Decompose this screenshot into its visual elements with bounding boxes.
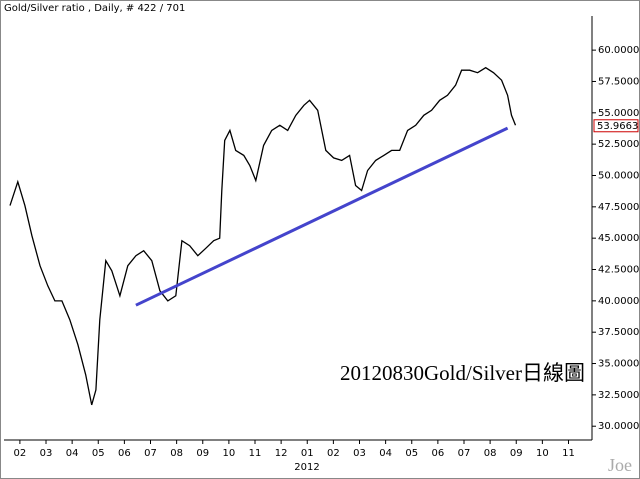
x-tick-label: 05 [92,448,105,459]
x-tick-label: 10 [223,448,236,459]
y-tick-label: 47.5000 [598,202,639,213]
y-tick-label: 37.5000 [598,327,639,338]
y-tick-label: 55.0000 [598,108,639,119]
x-tick-label: 04 [379,448,392,459]
y-tick-label: 60.0000 [598,45,639,56]
price-line [9,66,517,406]
y-tick-label: 50.0000 [598,170,639,181]
y-tick-label: 45.0000 [598,233,639,244]
trend-line [135,126,509,307]
x-tick-label: 09 [510,448,523,459]
x-tick-label: 11 [562,448,575,459]
y-tick-label: 42.5000 [598,265,639,276]
x-tick-label: 05 [405,448,418,459]
x-tick-label: 07 [144,448,157,459]
y-tick-label: 32.5000 [598,390,639,401]
annotation: 20120830Gold/Silver日線圖 [340,361,585,385]
x-tick-label: 03 [40,448,53,459]
x-tick-label: 03 [353,448,366,459]
x-tick-label: 09 [196,448,209,459]
watermark: Joe [608,455,632,475]
x-tick-label: 08 [484,448,497,459]
x-tick-label: 12 [275,448,288,459]
last-value-box [593,119,639,133]
x-tick-label: 02 [14,448,27,459]
y-tick-label: 40.0000 [598,296,639,307]
x-tick-label: 08 [170,448,183,459]
x-tick-label: 04 [66,448,79,459]
y-tick-label: 52.5000 [598,139,639,150]
last-value-label: 53.9663 [597,121,638,132]
y-tick-label: 30.0000 [598,421,639,432]
y-tick-label: 57.5000 [598,76,639,87]
x-tick-label: 02 [327,448,340,459]
y-tick-label: 35.0000 [598,359,639,370]
x-tick-label: 01 [301,448,314,459]
x-tick-label: 10 [536,448,549,459]
x-tick-label: 07 [458,448,471,459]
year-label: 2012 [294,462,319,473]
x-tick-label: 06 [118,448,131,459]
chart-title: Gold/Silver ratio , Daily, # 422 / 701 [4,3,185,14]
x-tick-label: 11 [249,448,262,459]
x-tick-label: 06 [432,448,445,459]
